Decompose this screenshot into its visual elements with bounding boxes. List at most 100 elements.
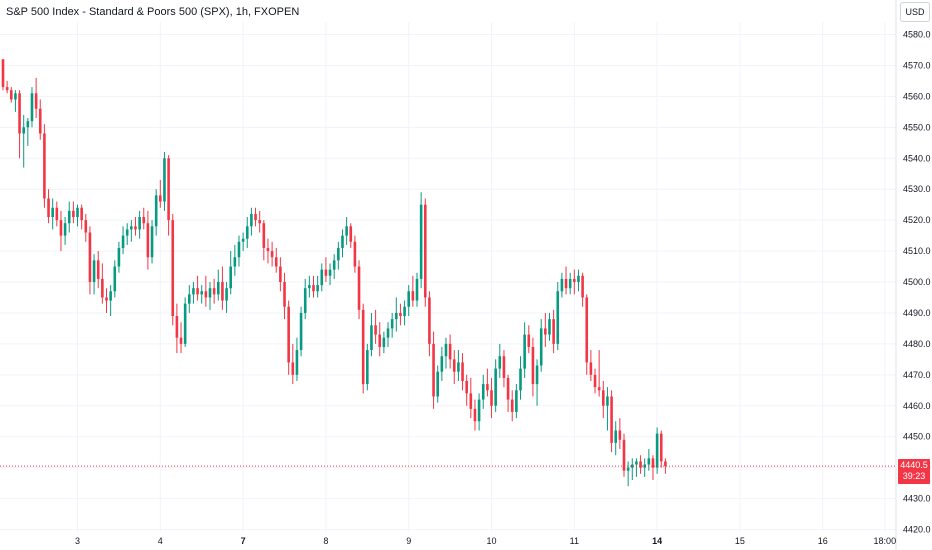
candle-body: [651, 458, 655, 468]
candle-body: [55, 207, 59, 221]
candle: [386, 322, 390, 347]
candle-body: [436, 371, 439, 397]
candle-body: [175, 316, 179, 338]
candle: [552, 309, 555, 354]
candle: [390, 312, 394, 338]
last-price-tag: 4440.5 39:23: [898, 459, 930, 484]
candle-body: [635, 461, 638, 465]
candle: [353, 235, 357, 273]
x-tick-label: 10: [487, 536, 497, 546]
candle-body: [399, 312, 402, 317]
candle-body: [622, 439, 626, 471]
candle-body: [159, 195, 162, 202]
candle: [274, 247, 278, 273]
candle-body: [130, 226, 133, 230]
candle: [622, 433, 626, 477]
candle: [357, 260, 361, 320]
candle: [506, 374, 510, 412]
candle: [370, 312, 373, 357]
candle: [585, 294, 589, 375]
candle: [556, 282, 560, 351]
candle-body: [341, 235, 344, 248]
last-price-value: 4440.5: [900, 460, 928, 470]
candle-body: [291, 362, 295, 375]
candle-body: [208, 288, 212, 298]
x-tick-label: 18:00: [874, 536, 897, 546]
candle-body: [63, 223, 67, 236]
candle: [577, 269, 580, 292]
candle-body: [72, 210, 75, 218]
y-tick-label: 4520.0: [903, 215, 931, 225]
candle: [535, 359, 539, 406]
x-tick-label: 7: [241, 536, 246, 546]
currency-button[interactable]: USD: [900, 2, 930, 22]
candle: [411, 275, 415, 307]
candle: [30, 87, 34, 128]
candle: [602, 381, 605, 419]
candle-body: [490, 390, 493, 406]
candle-body: [254, 213, 257, 221]
candle: [188, 285, 191, 313]
candle: [452, 350, 456, 385]
candle-body: [221, 282, 224, 301]
candle: [469, 377, 473, 419]
candle-body: [374, 325, 377, 335]
candle: [72, 201, 75, 224]
candle-body: [245, 226, 249, 239]
candle: [138, 210, 141, 239]
candle: [299, 306, 303, 357]
candle-body: [614, 430, 618, 443]
candle: [324, 257, 328, 282]
candle: [539, 319, 543, 372]
x-tick-label: 4: [158, 536, 163, 546]
candle-body: [519, 368, 522, 391]
candle-body: [47, 198, 50, 218]
candle: [43, 124, 46, 208]
candle: [655, 427, 659, 474]
candle-body: [585, 297, 589, 363]
candle-body: [274, 257, 278, 267]
candle-body: [312, 285, 315, 292]
candle-body: [283, 282, 286, 307]
candle: [254, 207, 257, 227]
bar-countdown: 39:23: [902, 471, 926, 481]
candle: [179, 322, 183, 354]
candle-body: [121, 235, 125, 248]
y-tick-label: 4420.0: [903, 525, 931, 535]
candle: [303, 278, 307, 320]
candle-body: [378, 334, 382, 347]
candle: [461, 353, 464, 391]
candle-body: [349, 226, 353, 242]
candle: [245, 217, 249, 248]
candle: [283, 272, 286, 320]
candle: [204, 275, 208, 307]
candle: [448, 334, 452, 369]
x-tick-label: 3: [75, 536, 80, 546]
candle-body: [150, 226, 154, 258]
y-tick-label: 4540.0: [903, 153, 931, 163]
candle-body: [270, 251, 274, 258]
candle-body: [548, 319, 551, 335]
candle: [374, 309, 377, 344]
candle: [38, 99, 42, 140]
candle-body: [502, 356, 506, 378]
candle-body: [92, 260, 96, 282]
candle: [664, 458, 667, 474]
candle: [229, 251, 232, 295]
candle-body: [324, 269, 328, 276]
candle: [477, 393, 481, 431]
candle: [419, 192, 423, 289]
candle-body: [423, 204, 427, 298]
candle-body: [308, 285, 311, 289]
candle: [167, 155, 170, 236]
y-tick-label: 4480.0: [903, 339, 931, 349]
candle-body: [299, 312, 303, 351]
candle: [26, 118, 30, 146]
candle: [519, 356, 522, 400]
x-tick-label: 11: [570, 536, 579, 546]
candle: [651, 455, 655, 480]
candle-body: [154, 195, 158, 227]
x-tick-label: 16: [818, 536, 828, 546]
candle: [510, 390, 514, 422]
